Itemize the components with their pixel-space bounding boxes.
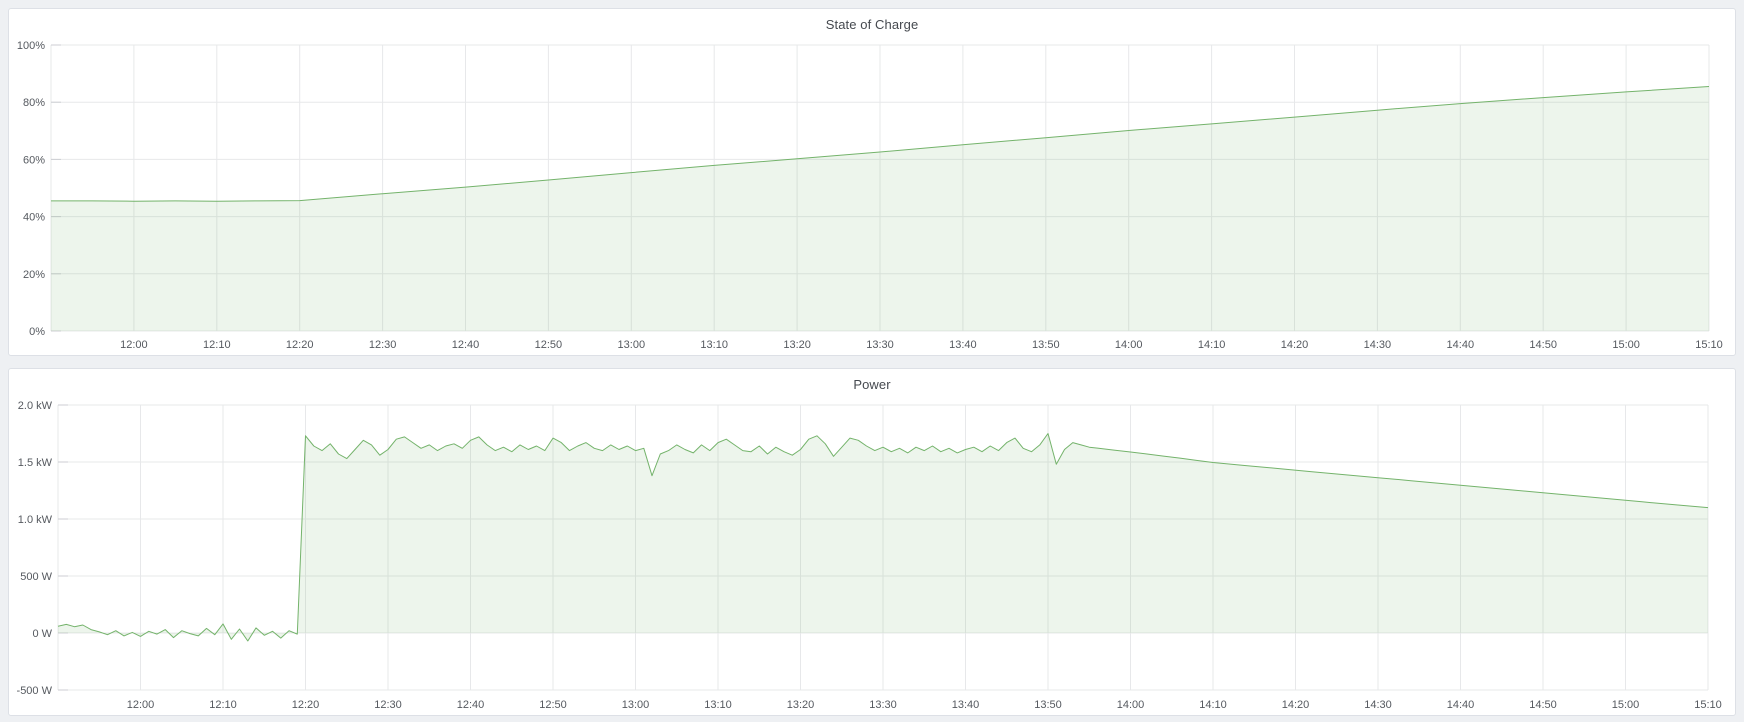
series-line [57, 433, 1709, 642]
power-chart[interactable]: -500 W 0 W 500 W 1.0 kW 1.5 kW 2.0 kW 12:00 12:… [9, 369, 1735, 715]
x-axis-label: 12:30 [374, 699, 402, 711]
y-axis-label: 1.5 kW [18, 457, 53, 469]
x-axis-label: 14:00 [1117, 699, 1145, 711]
x-axis-label: 12:10 [209, 699, 237, 711]
panel-title[interactable]: Power [853, 376, 891, 392]
x-axis-label: 12:00 [120, 339, 148, 351]
y-axis-label: 80% [23, 97, 45, 109]
x-axis-label: 12:00 [127, 699, 155, 711]
x-axis-label: 15:00 [1612, 699, 1640, 711]
x-axis-label: 13:30 [869, 699, 897, 711]
x-axis-label: 12:20 [292, 699, 320, 711]
panel-power: Power -500 W 0 W 500 W 1.0 kW 1.5 kW 2.0 kW 12… [8, 368, 1736, 716]
x-axis-label: 13:40 [949, 339, 977, 351]
x-axis-label: 14:40 [1447, 699, 1475, 711]
panel-title[interactable]: State of Charge [825, 16, 919, 32]
x-axis-label: 14:50 [1529, 339, 1557, 351]
y-axis-label: 2.0 kW [18, 400, 53, 412]
y-axis-label: -500 W [17, 685, 53, 697]
x-axis-label: 12:10 [203, 339, 231, 351]
x-axis-label: 13:40 [952, 699, 980, 711]
panel-state-of-charge: State of Charge 0% 20% 40% 60% 80% 100% 12:00 1… [8, 8, 1736, 356]
x-axis-label: 14:40 [1447, 339, 1475, 351]
x-axis-label: 13:00 [622, 699, 650, 711]
x-axis-label: 14:50 [1529, 699, 1557, 711]
y-axis-label: 60% [23, 154, 45, 166]
x-axis-label: 13:20 [783, 339, 811, 351]
x-axis-label: 13:30 [866, 339, 894, 351]
series-area [58, 433, 1708, 641]
x-axis-label: 13:50 [1032, 339, 1060, 351]
series-line [51, 86, 1710, 202]
x-axis-label: 12:30 [369, 339, 397, 351]
series-area [51, 86, 1709, 331]
x-axis-label: 14:30 [1364, 699, 1392, 711]
y-axis-label: 1.0 kW [18, 514, 53, 526]
x-axis-label: 15:00 [1612, 339, 1640, 351]
x-axis-label: 12:50 [535, 339, 563, 351]
x-axis-label: 12:20 [286, 339, 314, 351]
x-axis-label: 14:00 [1115, 339, 1143, 351]
x-axis-label: 12:40 [457, 699, 485, 711]
x-axis-label: 13:10 [700, 339, 728, 351]
x-axis-label: 15:10 [1694, 699, 1722, 711]
y-axis-label: 0 W [32, 628, 52, 640]
x-axis-label: 15:10 [1695, 339, 1723, 351]
x-axis-label: 14:10 [1198, 339, 1226, 351]
y-axis-label: 0% [29, 326, 45, 338]
x-axis-label: 13:20 [787, 699, 815, 711]
y-axis-label: 100% [17, 40, 45, 52]
x-axis-label: 13:10 [704, 699, 732, 711]
x-axis-label: 14:30 [1364, 339, 1392, 351]
x-axis-label: 13:00 [618, 339, 646, 351]
x-axis-label: 13:50 [1034, 699, 1062, 711]
y-axis-label: 40% [23, 212, 45, 224]
x-axis-label: 12:40 [452, 339, 480, 351]
y-axis-label: 20% [23, 269, 45, 281]
soc-chart[interactable]: 0% 20% 40% 60% 80% 100% 12:00 12:10 12:20 12:30 12… [9, 9, 1735, 355]
x-axis-label: 14:10 [1199, 699, 1227, 711]
x-axis-label: 14:20 [1281, 339, 1309, 351]
y-axis-label: 500 W [20, 571, 52, 583]
x-axis-label: 14:20 [1282, 699, 1310, 711]
x-axis-label: 12:50 [539, 699, 567, 711]
